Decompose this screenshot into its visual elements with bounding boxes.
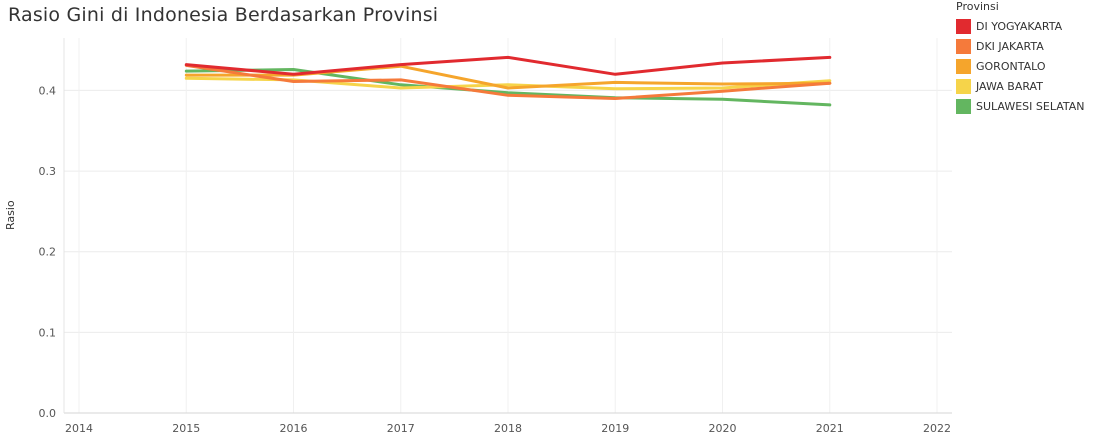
chart-title: Rasio Gini di Indonesia Berdasarkan Prov… [8,4,439,26]
legend-item-dki-jakarta[interactable]: DKI JAKARTA [956,36,1114,56]
y-tick-label: 0.1 [39,326,57,339]
legend-item-jawa-barat[interactable]: JAWA BARAT [956,76,1114,96]
legend-swatch [956,38,971,54]
y-tick-label: 0.4 [39,84,57,97]
legend-label: DKI JAKARTA [976,39,1044,53]
series-line-sulawesi-selatan [184,68,832,107]
x-tick-label: 2022 [923,422,951,435]
x-tick-label: 2019 [601,422,629,435]
y-tick-label: 0.2 [39,246,57,259]
x-tick-label: 2014 [65,422,93,435]
x-tick-label: 2021 [816,422,844,435]
legend-label: DI YOGYAKARTA [976,19,1063,33]
x-tick-label: 2016 [280,422,308,435]
series-line-jawa-barat [184,76,832,91]
x-tick-label: 2020 [709,422,737,435]
y-tick-label: 0.3 [39,165,57,178]
legend-swatch [956,58,971,74]
y-axis-label: Rasio [4,200,17,230]
legend-label: GORONTALO [976,59,1046,73]
x-tick-label: 2015 [172,422,200,435]
legend-title: Provinsi [956,0,999,13]
legend: Provinsi DI YOGYAKARTA DKI JAKARTA GORONTA… [956,0,1114,116]
legend-item-sulawesi-selatan[interactable]: SULAWESI SELATAN [956,96,1114,116]
y-tick-label: 0.0 [39,407,57,420]
legend-label: JAWA BARAT [976,79,1043,93]
x-tick-label: 2017 [387,422,415,435]
legend-swatch [956,78,971,94]
legend-label: SULAWESI SELATAN [976,99,1085,113]
series-line-di-yogyakarta [184,55,832,76]
legend-swatch [956,18,971,34]
legend-swatch [956,98,971,114]
x-tick-label: 2018 [494,422,522,435]
legend-items: DI YOGYAKARTA DKI JAKARTA GORONTALO JAWA BA… [956,16,1114,116]
legend-item-gorontalo[interactable]: GORONTALO [956,56,1114,76]
chart-canvas: 0.0 0.1 0.2 0.3 0.4 2014 2015 2016 2017 2018 2019 2… [39,38,952,435]
series-line-dki-jakarta [184,63,832,100]
legend-item-di-yogyakarta[interactable]: DI YOGYAKARTA [956,16,1114,36]
